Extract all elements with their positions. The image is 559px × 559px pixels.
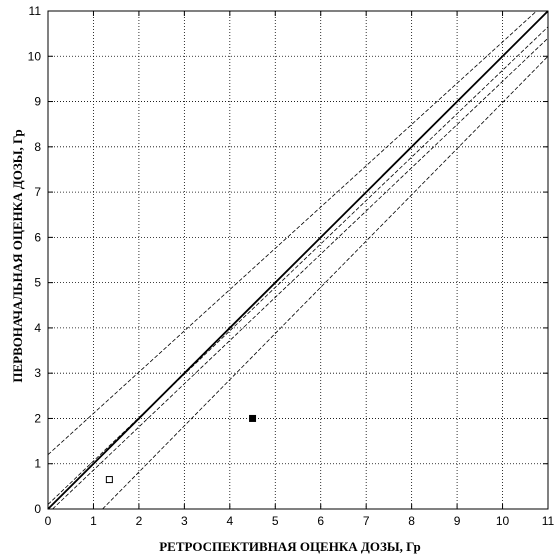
x-tick-labels: 0 1 2 3 4 5 6 7 8 9 10 11	[45, 514, 555, 528]
x-tick-label: 4	[226, 514, 233, 528]
y-tick-label: 7	[34, 185, 41, 199]
open-square-point	[105, 476, 113, 484]
x-tick-label: 8	[408, 514, 415, 528]
x-tick-label: 0	[45, 514, 52, 528]
filled-square-point	[249, 414, 257, 422]
y-tick-label: 3	[34, 366, 41, 380]
y-tick-label: 10	[28, 49, 42, 63]
x-tick-label: 2	[136, 514, 143, 528]
y-tick-label: 9	[34, 95, 41, 109]
y-tick-label: 8	[34, 140, 41, 154]
plot-frame	[47, 10, 549, 510]
x-tick-label: 1	[90, 514, 97, 528]
x-tick-label: 6	[317, 514, 324, 528]
data-points	[105, 414, 257, 484]
x-tick-label: 9	[454, 514, 461, 528]
y-tick-label: 2	[34, 411, 41, 425]
dashed-line	[102, 55, 549, 510]
y-tick-labels: 0 1 2 3 4 5 6 7 8 9 10 11	[28, 4, 42, 516]
y-tick-label: 6	[34, 230, 41, 244]
y-tick-label: 1	[34, 457, 41, 471]
x-tick-label: 7	[363, 514, 370, 528]
x-tick-label: 10	[496, 514, 510, 528]
identity-line	[47, 10, 549, 510]
x-tick-label: 11	[542, 514, 555, 528]
dashed-line	[47, 26, 549, 505]
y-tick-label: 0	[34, 502, 41, 516]
ticks	[47, 10, 549, 510]
reference-lines	[47, 10, 549, 510]
x-tick-label: 3	[181, 514, 188, 528]
y-axis-label: ПЕРВОНАЧАЛЬНАЯ ОЦЕНКА ДОЗЫ, Гр	[10, 129, 25, 382]
y-tick-label: 11	[29, 4, 42, 18]
y-tick-label: 4	[34, 321, 41, 335]
x-axis-label: РЕТРОСПЕКТИВНАЯ ОЦЕНКА ДОЗЫ, Гр	[159, 539, 421, 554]
y-tick-label: 5	[34, 276, 41, 290]
x-tick-label: 5	[272, 514, 279, 528]
dashed-line	[47, 10, 537, 455]
grid	[48, 11, 548, 509]
